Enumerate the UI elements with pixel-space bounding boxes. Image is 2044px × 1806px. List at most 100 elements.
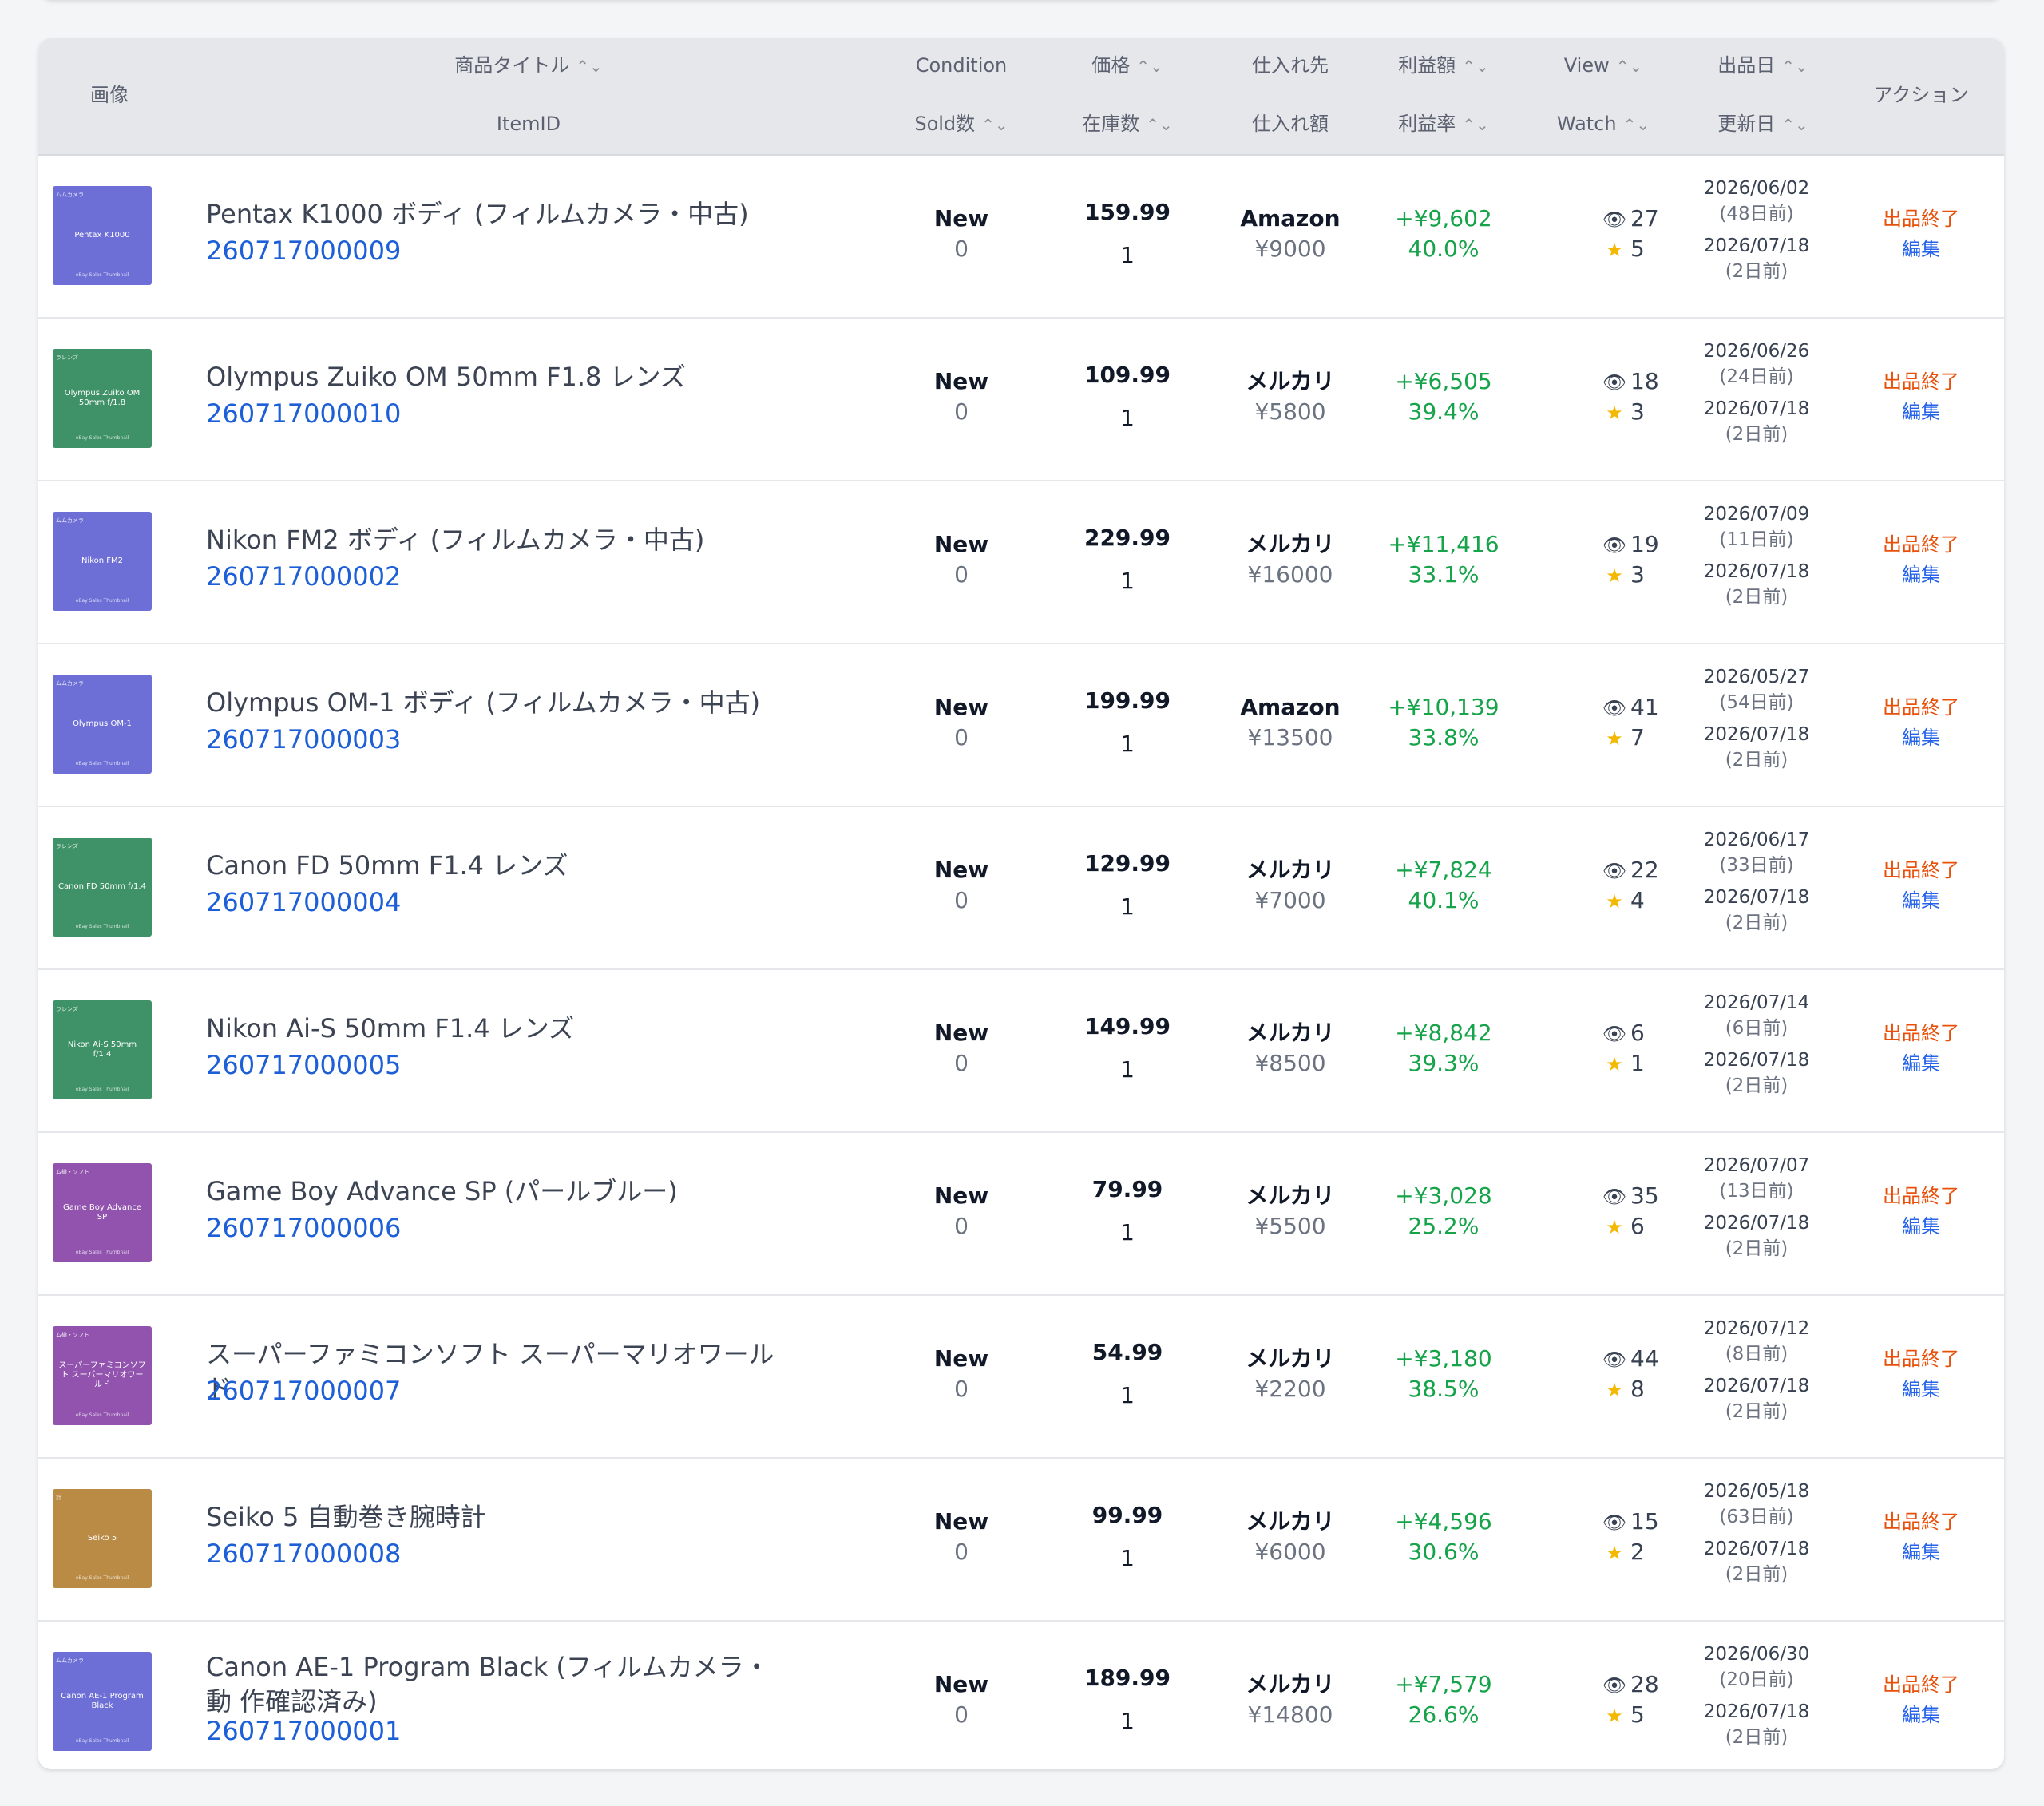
edit-button[interactable]: 編集 xyxy=(1902,564,1940,586)
item-id-link[interactable]: 260717000007 xyxy=(206,1376,402,1406)
profit-amount: +¥8,842 xyxy=(1395,1020,1492,1046)
product-title: Game Boy Advance SP (パールブルー) xyxy=(206,1176,678,1206)
edit-button[interactable]: 編集 xyxy=(1902,238,1940,260)
cost-value: ¥13500 xyxy=(1247,724,1333,751)
listed-ago: (20日前) xyxy=(1719,1669,1794,1690)
star-icon: ★ xyxy=(1606,1053,1623,1075)
updated-date: 2026/07/18 xyxy=(1703,724,1810,745)
header-price-sort[interactable]: 価格 ⌃⌄ xyxy=(1091,54,1163,77)
end-listing-button[interactable]: 出品終了 xyxy=(1883,696,1959,719)
price-value: 229.99 xyxy=(1083,525,1171,551)
sold-count: 0 xyxy=(954,724,969,751)
updated-ago: (2日前) xyxy=(1725,424,1788,445)
end-listing-button[interactable]: 出品終了 xyxy=(1883,859,1959,881)
product-thumbnail[interactable]: ラレンズ Canon FD 50mm f/1.4 eBay Sales Thum… xyxy=(53,838,152,937)
item-id-link[interactable]: 260717000009 xyxy=(206,236,402,266)
stock-count: 1 xyxy=(1120,1708,1135,1734)
edit-button[interactable]: 編集 xyxy=(1902,727,1940,749)
supplier-value: メルカリ xyxy=(1246,531,1335,557)
view-count: 👁 41 xyxy=(1598,694,1659,722)
item-id-link[interactable]: 260717000010 xyxy=(206,398,402,429)
sold-count: 0 xyxy=(954,1213,969,1239)
watch-count: ★ 8 xyxy=(1598,1376,1645,1404)
header-watch-sort[interactable]: Watch ⌃⌄ xyxy=(1556,113,1650,135)
header-listed-sort[interactable]: 出品日 ⌃⌄ xyxy=(1717,54,1808,77)
edit-button[interactable]: 編集 xyxy=(1902,1378,1940,1400)
item-id-link[interactable]: 260717000008 xyxy=(206,1539,402,1569)
table-row: ムムカメラ Nikon FM2 eBay Sales Thumbnail Nik… xyxy=(38,481,2004,644)
item-id-link[interactable]: 260717000006 xyxy=(206,1213,402,1243)
supplier-value: メルカリ xyxy=(1246,1345,1335,1372)
updated-date: 2026/07/18 xyxy=(1703,887,1810,908)
table-row: ラレンズ Canon FD 50mm f/1.4 eBay Sales Thum… xyxy=(38,807,2004,970)
watch-count: ★ 5 xyxy=(1598,236,1645,263)
profit-amount: +¥6,505 xyxy=(1395,368,1492,394)
cost-value: ¥14800 xyxy=(1247,1701,1333,1728)
edit-button[interactable]: 編集 xyxy=(1902,1704,1940,1726)
item-id-link[interactable]: 260717000004 xyxy=(206,887,402,917)
product-thumbnail[interactable]: ム機・ソフト スーパーファミコンソフト スーパーマリオワールド eBay Sal… xyxy=(53,1326,152,1425)
watch-count: ★ 4 xyxy=(1598,887,1645,915)
profit-rate: 25.2% xyxy=(1408,1213,1480,1239)
sort-icon: ⌃⌄ xyxy=(1462,57,1489,76)
condition-value: New xyxy=(933,1508,989,1535)
header-view-sort[interactable]: View ⌃⌄ xyxy=(1563,54,1643,77)
header-profit-rate-sort[interactable]: 利益率 ⌃⌄ xyxy=(1398,113,1489,135)
listed-date: 2026/07/07 xyxy=(1703,1155,1810,1176)
sold-count: 0 xyxy=(954,561,969,588)
header-updated-sort[interactable]: 更新日 ⌃⌄ xyxy=(1717,113,1808,135)
watch-count: ★ 3 xyxy=(1598,398,1645,426)
header-profit-sort[interactable]: 利益額 ⌃⌄ xyxy=(1398,54,1489,77)
end-listing-button[interactable]: 出品終了 xyxy=(1883,1511,1959,1533)
header-title-sort[interactable]: 商品タイトル ⌃⌄ xyxy=(454,54,603,77)
item-id-link[interactable]: 260717000001 xyxy=(206,1716,402,1746)
item-id-link[interactable]: 260717000005 xyxy=(206,1050,402,1080)
edit-button[interactable]: 編集 xyxy=(1902,1541,1940,1563)
product-title: Olympus Zuiko OM 50mm F1.8 レンズ xyxy=(206,362,686,392)
eye-icon: 👁 xyxy=(1602,208,1627,231)
product-thumbnail[interactable]: ラレンズ Olympus Zuiko OM 50mm f/1.8 eBay Sa… xyxy=(53,349,152,448)
end-listing-button[interactable]: 出品終了 xyxy=(1883,370,1959,393)
product-thumbnail[interactable]: ラレンズ Nikon Ai-S 50mm f/1.4 eBay Sales Th… xyxy=(53,1000,152,1099)
item-id-link[interactable]: 260717000002 xyxy=(206,561,402,592)
star-icon: ★ xyxy=(1606,890,1623,913)
watch-count: ★ 2 xyxy=(1598,1539,1645,1566)
end-listing-button[interactable]: 出品終了 xyxy=(1883,1022,1959,1044)
condition-value: New xyxy=(933,1345,989,1372)
end-listing-button[interactable]: 出品終了 xyxy=(1883,533,1959,556)
sold-count: 0 xyxy=(954,236,969,262)
supplier-value: Amazon xyxy=(1240,205,1341,232)
watch-count: ★ 3 xyxy=(1598,561,1645,589)
product-thumbnail[interactable]: ムムカメラ Pentax K1000 eBay Sales Thumbnail xyxy=(53,186,152,285)
listed-ago: (6日前) xyxy=(1725,1018,1788,1039)
end-listing-button[interactable]: 出品終了 xyxy=(1883,1673,1959,1696)
product-thumbnail[interactable]: ムムカメラ Olympus OM-1 eBay Sales Thumbnail xyxy=(53,675,152,774)
listed-date: 2026/06/02 xyxy=(1703,178,1810,199)
product-thumbnail[interactable]: ム機・ソフト Game Boy Advance SP eBay Sales Th… xyxy=(53,1163,152,1262)
stock-count: 1 xyxy=(1120,568,1135,594)
sold-count: 0 xyxy=(954,1701,969,1728)
end-listing-button[interactable]: 出品終了 xyxy=(1883,208,1959,230)
profit-amount: +¥4,596 xyxy=(1395,1508,1492,1535)
header-sold-sort[interactable]: Sold数 ⌃⌄ xyxy=(914,113,1008,135)
view-count: 👁 19 xyxy=(1598,531,1659,559)
stock-count: 1 xyxy=(1120,242,1135,268)
end-listing-button[interactable]: 出品終了 xyxy=(1883,1185,1959,1207)
product-title: Seiko 5 自動巻き腕時計 xyxy=(206,1502,486,1532)
end-listing-button[interactable]: 出品終了 xyxy=(1883,1348,1959,1370)
header-stock-sort[interactable]: 在庫数 ⌃⌄ xyxy=(1082,113,1173,135)
product-thumbnail[interactable]: 計 Seiko 5 eBay Sales Thumbnail xyxy=(53,1489,152,1588)
eye-icon: 👁 xyxy=(1602,1186,1627,1208)
cost-value: ¥2200 xyxy=(1254,1376,1326,1402)
sort-icon: ⌃⌄ xyxy=(1462,115,1489,134)
updated-ago: (2日前) xyxy=(1725,1075,1788,1096)
edit-button[interactable]: 編集 xyxy=(1902,401,1940,423)
listed-ago: (48日前) xyxy=(1719,204,1794,224)
edit-button[interactable]: 編集 xyxy=(1902,1052,1940,1075)
table-row: ムムカメラ Olympus OM-1 eBay Sales Thumbnail … xyxy=(38,644,2004,807)
product-thumbnail[interactable]: ムムカメラ Canon AE-1 Program Black eBay Sale… xyxy=(53,1652,152,1751)
edit-button[interactable]: 編集 xyxy=(1902,1215,1940,1238)
item-id-link[interactable]: 260717000003 xyxy=(206,724,402,754)
edit-button[interactable]: 編集 xyxy=(1902,889,1940,912)
product-thumbnail[interactable]: ムムカメラ Nikon FM2 eBay Sales Thumbnail xyxy=(53,512,152,611)
